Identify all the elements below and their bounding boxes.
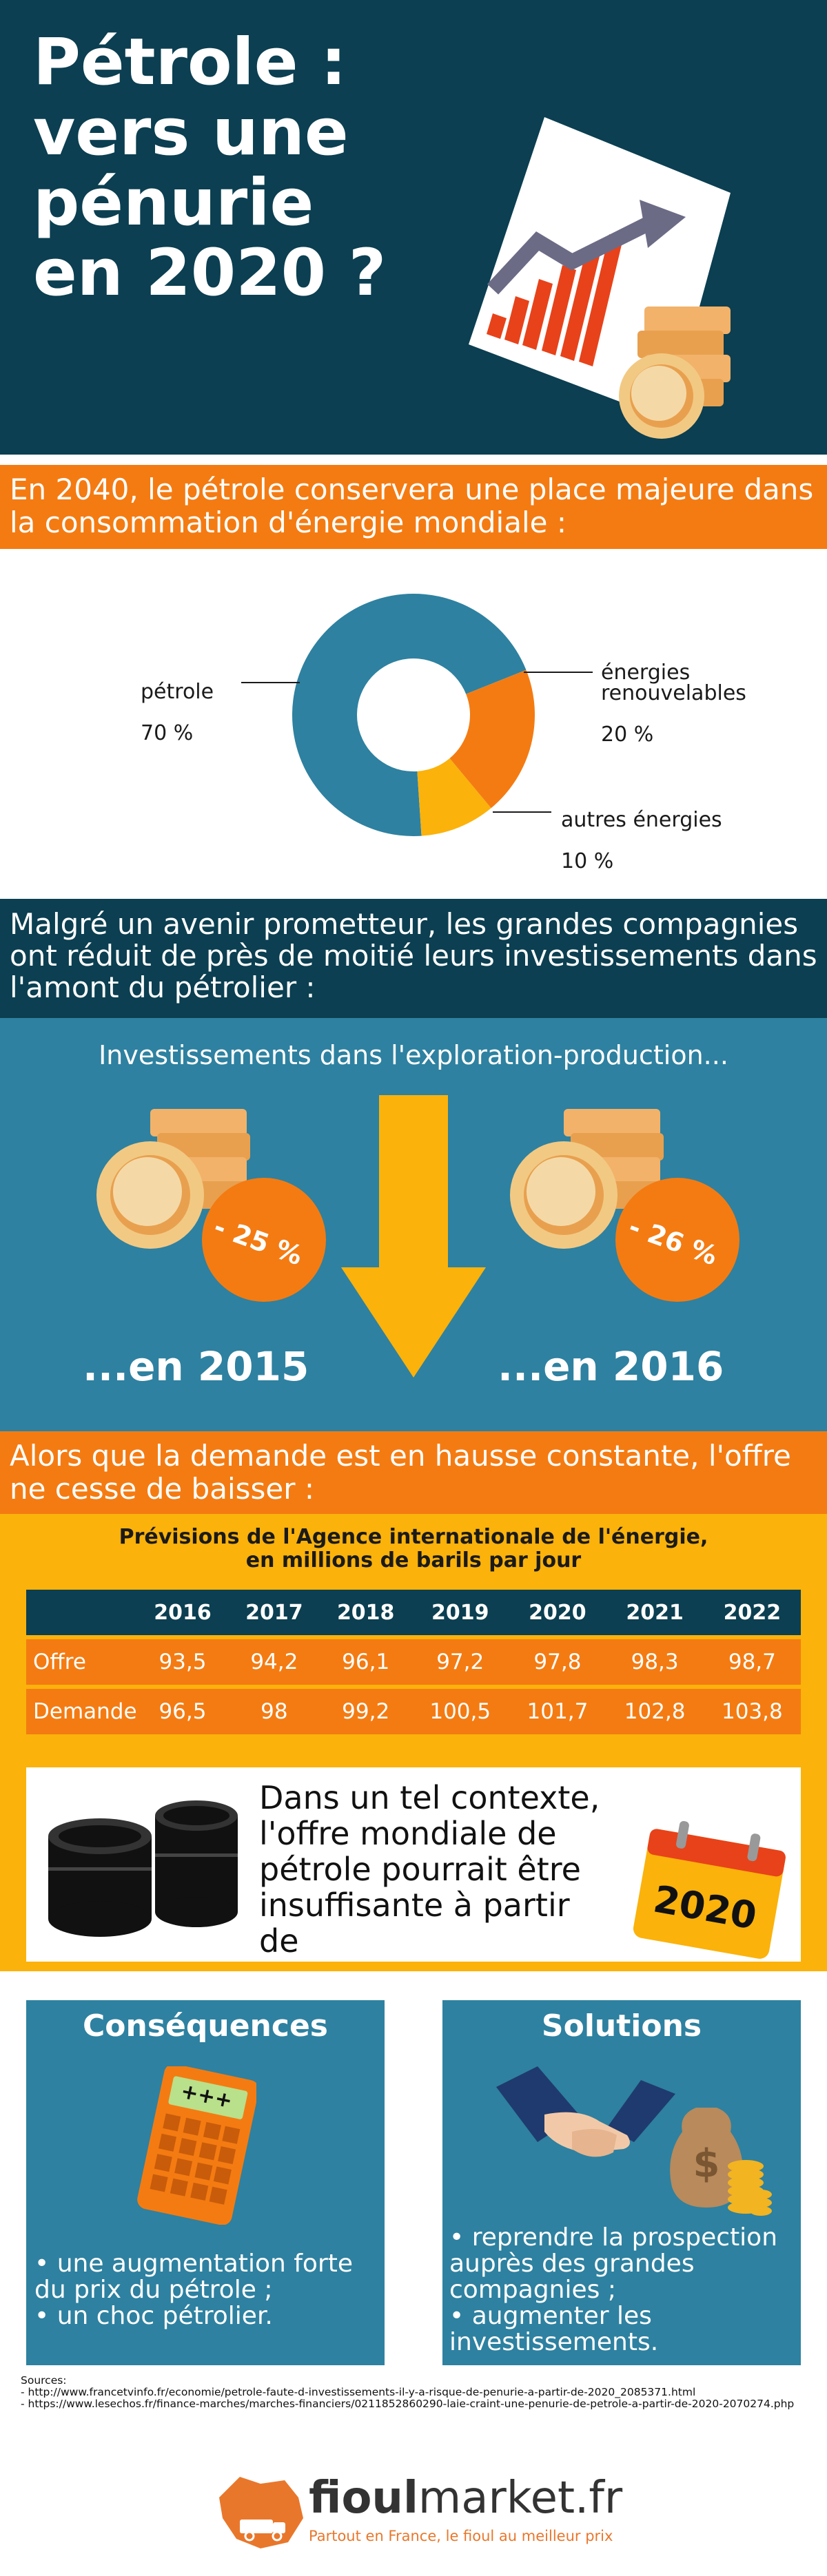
source-link-1[interactable]: - http://www.francetvinfo.fr/economie/pe… bbox=[21, 2386, 696, 2398]
context-text: Dans un tel contexte, l'offre mondiale d… bbox=[259, 1779, 600, 1960]
label-autres: autres énergies 10 % bbox=[561, 789, 722, 893]
row-label-demande: Demande bbox=[26, 1689, 137, 1734]
brand-tagline: Partout en France, le fioul au meilleur … bbox=[309, 2528, 613, 2544]
list-item: • un choc pétrolier. bbox=[34, 2302, 273, 2330]
solutions-title: Solutions bbox=[541, 2008, 702, 2044]
fioulmarket-logo-icon bbox=[219, 2477, 303, 2548]
table-header: 2017 bbox=[228, 1590, 320, 1635]
list-item: • augmenter les investissements. bbox=[449, 2302, 659, 2356]
list-item: • reprendre la prospection auprès des gr… bbox=[449, 2223, 778, 2304]
label-petrole-value: 70 % bbox=[141, 721, 194, 745]
table-cell: 98 bbox=[228, 1689, 320, 1734]
table-cell: 102,8 bbox=[606, 1689, 704, 1734]
row-label-offre: Offre bbox=[26, 1639, 137, 1685]
table-cell: 100,5 bbox=[411, 1689, 509, 1734]
oil-barrels-icon bbox=[48, 1800, 238, 1937]
table-cell: 96,1 bbox=[320, 1639, 412, 1685]
year-2016: ...en 2016 bbox=[498, 1343, 724, 1390]
table-row: Offre 93,5 94,2 96,1 97,2 97,8 98,3 98,7 bbox=[26, 1639, 801, 1685]
label-autres-value: 10 % bbox=[561, 849, 614, 873]
table-header bbox=[26, 1590, 137, 1635]
solution-item-1: reprendre la prospection auprès des gran… bbox=[449, 2223, 778, 2304]
label-petrole: pétrole 70 % bbox=[141, 661, 214, 765]
leader-line-autres bbox=[493, 811, 551, 813]
sources-label: Sources: bbox=[21, 2374, 67, 2387]
table-cell: 98,7 bbox=[703, 1639, 801, 1685]
consequences-list: • une augmentation forte du prix du pétr… bbox=[34, 2251, 379, 2329]
table-header: 2019 bbox=[411, 1590, 509, 1635]
down-arrow-icon bbox=[341, 1095, 486, 1378]
energy-donut-chart bbox=[292, 594, 535, 836]
table-header: 2016 bbox=[136, 1590, 229, 1635]
leader-line-petrole bbox=[241, 682, 300, 683]
table-cell: 99,2 bbox=[320, 1689, 412, 1734]
table-row: Demande 96,5 98 99,2 100,5 101,7 102,8 1… bbox=[26, 1689, 801, 1734]
calendar-2020-icon bbox=[633, 1820, 786, 1959]
sources-block: Sources: - http://www.francetvinfo.fr/ec… bbox=[21, 2375, 806, 2410]
consequence-item-1: une augmentation forte du prix du pétrol… bbox=[34, 2250, 354, 2304]
label-autres-name: autres énergies bbox=[561, 808, 722, 832]
label-petrole-name: pétrole bbox=[141, 680, 214, 704]
donut-slice-2 bbox=[449, 669, 535, 809]
table-header-row: 2016 2017 2018 2019 2020 2021 2022 bbox=[26, 1590, 801, 1635]
donut-slice-1 bbox=[292, 594, 527, 836]
section-heading-energy: En 2040, le pétrole conservera une place… bbox=[0, 465, 827, 549]
forecast-table: 2016 2017 2018 2019 2020 2021 2022 Offre… bbox=[26, 1586, 801, 1738]
table-cell: 97,8 bbox=[509, 1639, 606, 1685]
calculator-icon bbox=[137, 2066, 256, 2225]
source-link-2[interactable]: - https://www.lesechos.fr/finance-marche… bbox=[21, 2398, 795, 2410]
table-header: 2022 bbox=[703, 1590, 801, 1635]
solutions-list: • reprendre la prospection auprès des gr… bbox=[449, 2225, 797, 2356]
section-heading-investments: Malgré un avenir prometteur, les grandes… bbox=[0, 899, 827, 1018]
label-renouvelables-value: 20 % bbox=[601, 723, 654, 747]
label-renouvelables: énergies renouvelables 20 % bbox=[601, 642, 746, 766]
table-header: 2020 bbox=[509, 1590, 606, 1635]
table-cell: 101,7 bbox=[509, 1689, 606, 1734]
table-cell: 103,8 bbox=[703, 1689, 801, 1734]
table-cell: 97,2 bbox=[411, 1639, 509, 1685]
coins-icon-right bbox=[510, 1109, 739, 1302]
brand-name[interactable]: fioulmarket.fr bbox=[309, 2473, 622, 2524]
coins-icon-left bbox=[96, 1109, 326, 1302]
year-2015: ...en 2015 bbox=[83, 1343, 309, 1390]
svg-text:$: $ bbox=[693, 2141, 720, 2186]
table-cell: 96,5 bbox=[136, 1689, 229, 1734]
handshake-money-icon: $ bbox=[496, 2066, 772, 2216]
forecast-table-title: Prévisions de l'Agence internationale de… bbox=[119, 1525, 708, 1572]
growth-chart-illustration-icon bbox=[469, 117, 731, 439]
table-header: 2018 bbox=[320, 1590, 412, 1635]
label-renouvelables-name: énergies renouvelables bbox=[601, 661, 746, 705]
leader-line-renouvelables bbox=[524, 672, 593, 673]
investments-subtitle: Investissements dans l'exploration-produ… bbox=[99, 1040, 728, 1070]
solution-item-2: augmenter les investissements. bbox=[449, 2302, 659, 2356]
section-heading-supply-demand: Alors que la demande est en hausse const… bbox=[0, 1431, 827, 1514]
page-title: Pétrole : vers une pénurie en 2020 ? bbox=[33, 25, 387, 311]
consequence-item-2: un choc pétrolier. bbox=[57, 2302, 273, 2330]
donut-slice-3 bbox=[417, 758, 491, 836]
table-cell: 98,3 bbox=[606, 1639, 704, 1685]
brand-name-rest: market.fr bbox=[418, 2473, 623, 2524]
brand-name-bold: fioul bbox=[309, 2473, 418, 2524]
table-cell: 94,2 bbox=[228, 1639, 320, 1685]
table-cell: 93,5 bbox=[136, 1639, 229, 1685]
list-item: • une augmentation forte du prix du pétr… bbox=[34, 2250, 354, 2304]
consequences-title: Conséquences bbox=[83, 2008, 328, 2044]
table-header: 2021 bbox=[606, 1590, 704, 1635]
